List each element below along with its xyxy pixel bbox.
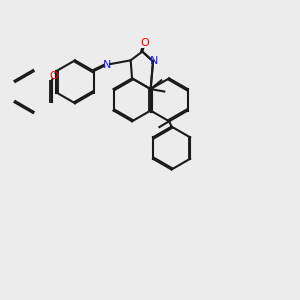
Text: N: N <box>103 60 111 70</box>
Text: O: O <box>50 71 58 81</box>
Text: N: N <box>150 56 159 66</box>
Text: O: O <box>140 38 149 48</box>
